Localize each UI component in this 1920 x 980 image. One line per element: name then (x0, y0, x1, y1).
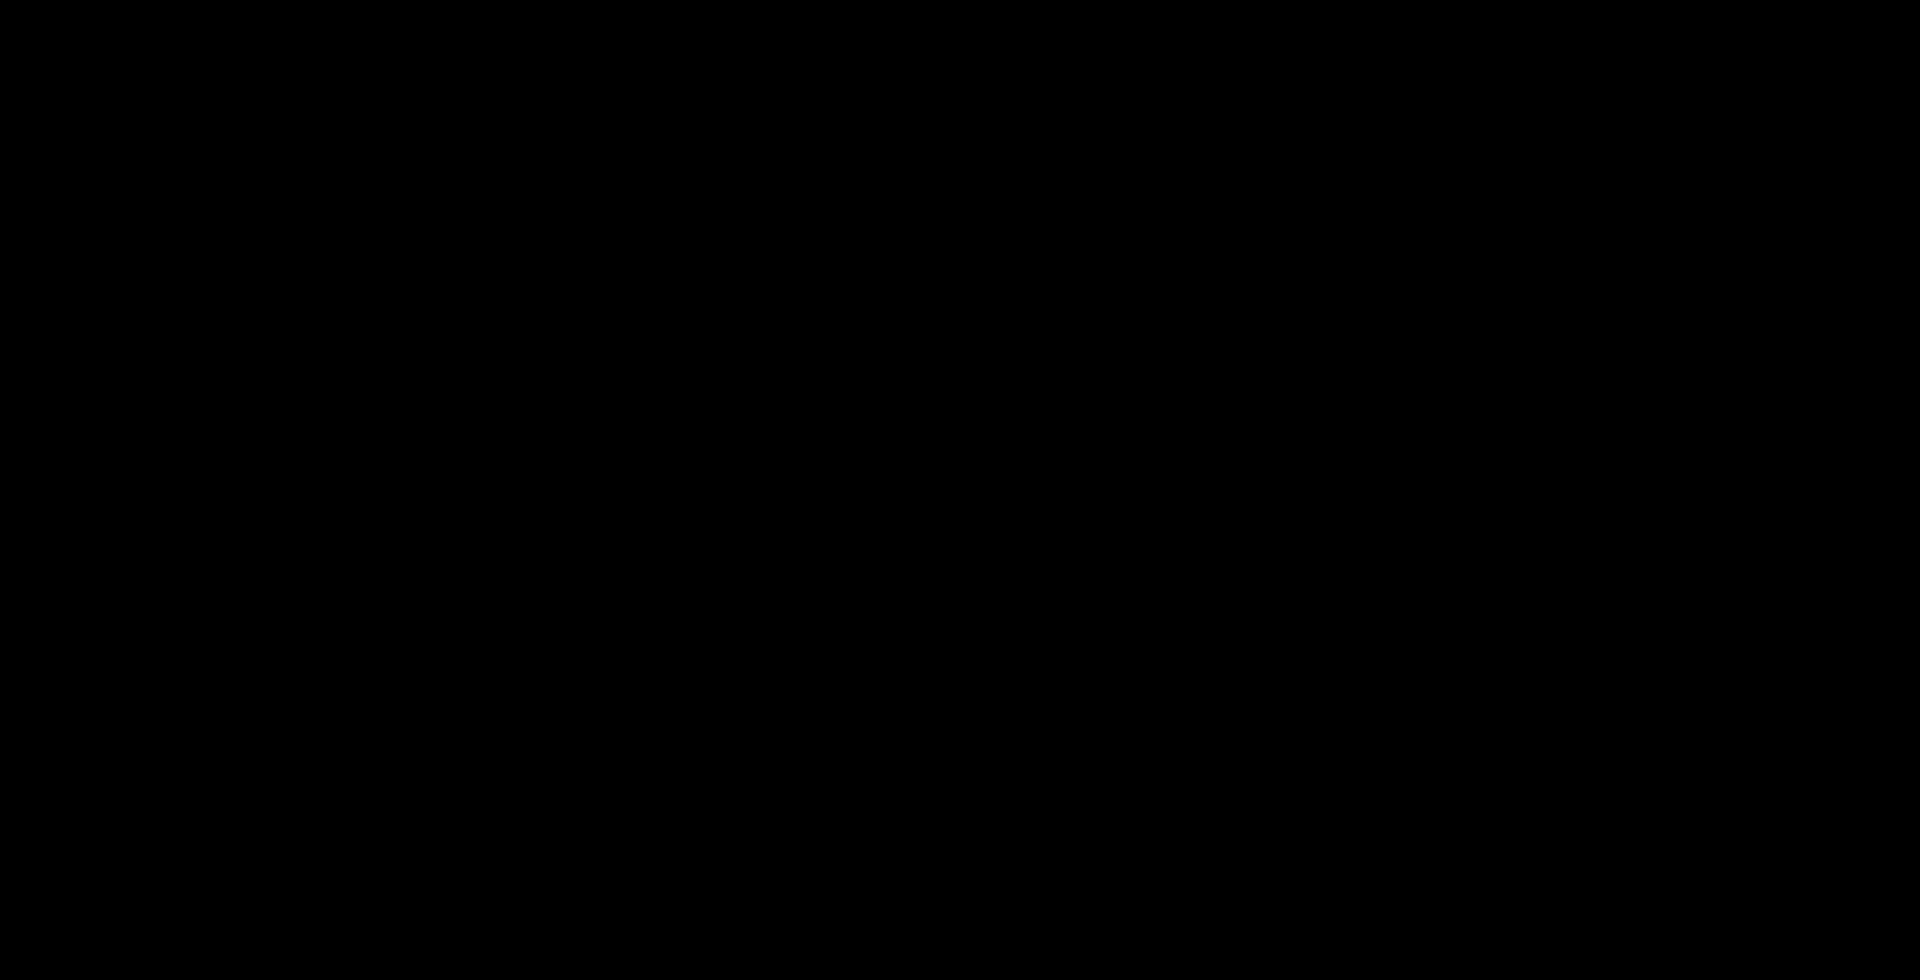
header (0, 2, 1770, 83)
